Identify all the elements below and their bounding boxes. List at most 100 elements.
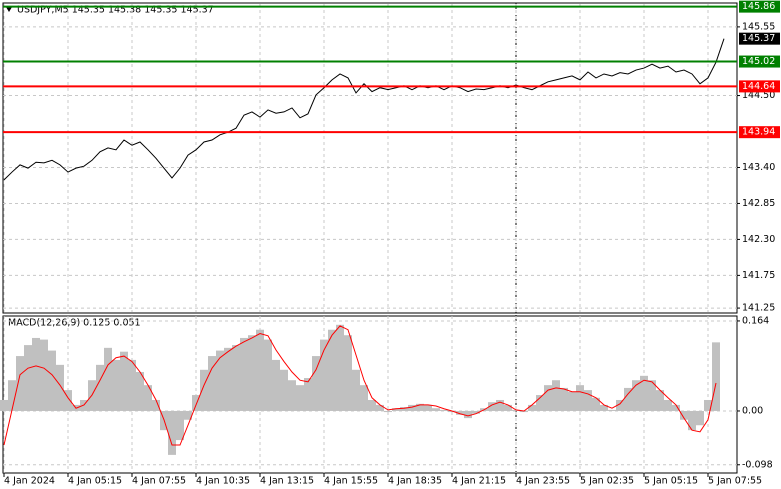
histogram-bar — [224, 347, 232, 411]
histogram-bar — [656, 390, 664, 411]
signal-line — [3, 325, 717, 446]
histogram-bar — [608, 409, 616, 411]
histogram-bar — [0, 399, 8, 411]
histogram-bar — [712, 342, 720, 411]
histogram-bar — [448, 410, 456, 413]
histogram-bar — [640, 375, 648, 411]
histogram-bar — [200, 369, 208, 411]
histogram-bar — [392, 408, 400, 411]
histogram-bar — [680, 410, 688, 420]
histogram-bar — [8, 380, 16, 411]
histogram-bar — [56, 364, 64, 411]
histogram-bar — [528, 404, 536, 411]
histogram-bar — [424, 404, 432, 411]
level-label-box — [739, 55, 780, 68]
histogram-bar — [192, 395, 200, 411]
histogram-bar — [152, 399, 160, 411]
histogram-bar — [256, 329, 264, 411]
bid-label: 145.37 — [742, 33, 775, 44]
histogram-bar — [16, 356, 24, 411]
histogram-bar — [432, 408, 440, 411]
histogram-bar — [112, 359, 120, 411]
histogram-bar — [40, 339, 48, 411]
histogram-bar — [624, 387, 632, 411]
histogram-bar — [504, 404, 512, 411]
histogram-bar — [344, 335, 352, 411]
bid-label-box — [739, 32, 780, 45]
histogram-bar — [496, 399, 504, 411]
histogram-bar — [544, 385, 552, 411]
x-tick-label: 4 Jan 21:15 — [452, 476, 506, 487]
histogram-bar — [120, 351, 128, 411]
histogram-bar — [568, 391, 576, 411]
x-tick-label: 5 Jan 07:55 — [708, 476, 762, 487]
histogram-bar — [272, 359, 280, 411]
histogram-bar — [488, 402, 496, 411]
price-line — [3, 38, 725, 181]
histogram-bar — [408, 404, 416, 411]
histogram-bar — [472, 410, 480, 414]
y-tick-label: 145.55 — [742, 21, 775, 32]
histogram-bar — [632, 380, 640, 411]
macd-panel-frame — [2, 315, 738, 474]
level-label: 145.02 — [742, 56, 775, 67]
y-tick-label: 144.50 — [742, 90, 775, 101]
histogram-bar — [560, 387, 568, 411]
symbol-icon — [6, 7, 12, 12]
histogram-bar — [216, 350, 224, 411]
x-tick-label: 5 Jan 02:35 — [580, 476, 634, 487]
x-tick-label: 4 Jan 18:35 — [388, 476, 442, 487]
histogram-bar — [552, 380, 560, 411]
histogram-bar — [376, 404, 384, 411]
histogram-bar — [584, 390, 592, 411]
x-tick-label: 4 Jan 13:15 — [260, 476, 314, 487]
y-tick-label: 142.85 — [742, 198, 775, 209]
price-panel-frame — [2, 2, 738, 314]
histogram-bar — [400, 407, 408, 411]
histogram-bar — [664, 399, 672, 411]
y-tick-label: -0.098 — [742, 459, 773, 470]
histogram-bar — [288, 380, 296, 411]
level-label-box — [739, 80, 780, 93]
y-tick-label: 141.25 — [742, 303, 775, 314]
y-tick-label: 0.00 — [742, 405, 763, 416]
histogram-bar — [512, 409, 520, 411]
histogram-bar — [384, 410, 392, 413]
y-tick-label: 0.164 — [742, 315, 769, 326]
level-label-box — [739, 0, 780, 13]
histogram-bar — [104, 347, 112, 411]
histogram-bar — [440, 409, 448, 411]
price-title: USDJPY,M5 145.35 145.38 145.35 145.37 — [17, 5, 214, 16]
histogram-bar — [184, 410, 192, 420]
histogram-bar — [320, 339, 328, 411]
histogram-bar — [360, 385, 368, 411]
macd-title: MACD(12,26,9) 0.125 0.051 — [8, 318, 141, 329]
level-label: 143.94 — [742, 127, 775, 138]
level-label: 144.64 — [742, 81, 775, 92]
histogram-bar — [336, 324, 344, 411]
histogram-bar — [328, 329, 336, 411]
y-tick-label: 142.30 — [742, 234, 775, 245]
histogram-bar — [136, 371, 144, 411]
histogram-bar — [128, 359, 136, 411]
histogram-bar — [456, 410, 464, 415]
histogram-bar — [352, 369, 360, 411]
histogram-bar — [144, 385, 152, 411]
histogram-bar — [240, 337, 248, 411]
x-tick-label: 4 Jan 2024 — [4, 476, 55, 487]
x-tick-label: 4 Jan 07:55 — [132, 476, 186, 487]
histogram-bar — [416, 403, 424, 411]
histogram-bar — [248, 335, 256, 411]
y-tick-label: 143.40 — [742, 162, 775, 173]
histogram-bar — [704, 399, 712, 411]
y-tick-label: 141.75 — [742, 270, 775, 281]
histogram-bar — [168, 410, 176, 455]
x-tick-label: 4 Jan 23:55 — [516, 476, 570, 487]
histogram-bar — [32, 337, 40, 411]
histogram-bar — [280, 369, 288, 411]
histogram-bar — [296, 385, 304, 411]
x-tick-label: 4 Jan 10:35 — [196, 476, 250, 487]
histogram-bar — [672, 404, 680, 411]
histogram-bar — [616, 399, 624, 411]
